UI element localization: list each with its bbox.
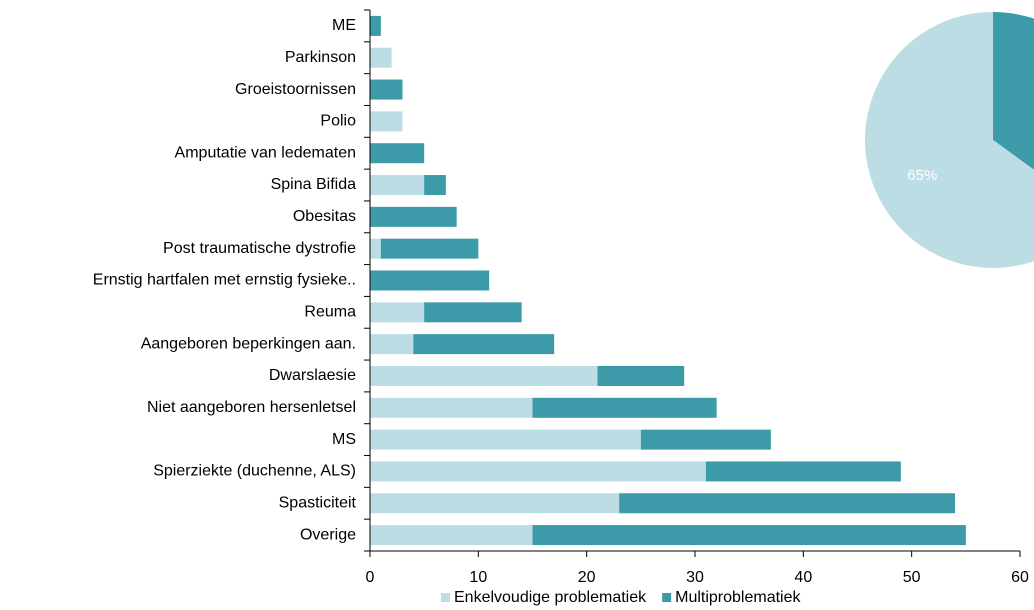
- bar: [370, 493, 620, 514]
- bar: [370, 175, 425, 196]
- bar: [532, 525, 966, 546]
- y-tick-label: Spierziekte (duchenne, ALS): [153, 463, 356, 480]
- bar: [370, 270, 490, 291]
- legend-swatch: [662, 593, 672, 602]
- y-tick-label: Spina Bifida: [271, 176, 356, 193]
- bar: [370, 461, 706, 482]
- y-tick-label: Amputatie van ledematen: [175, 144, 356, 161]
- bar: [424, 175, 446, 196]
- legend-swatch: [441, 593, 450, 602]
- pie-label: 65%: [907, 167, 937, 184]
- bar: [705, 461, 901, 482]
- bar: [370, 111, 403, 132]
- y-tick-label: Reuma: [304, 304, 356, 321]
- bar: [370, 397, 533, 418]
- y-tick-label: Niet aangeboren hersenletsel: [147, 399, 356, 416]
- legend-label: Multiproblematiek: [675, 589, 801, 606]
- bar: [370, 47, 392, 68]
- y-tick-label: MS: [332, 431, 356, 448]
- y-tick-label: Spasticiteit: [279, 494, 357, 511]
- y-tick-label: Post traumatische dystrofie: [163, 240, 356, 257]
- y-tick-label: Ernstig hartfalen met ernstig fysieke..: [93, 272, 356, 289]
- bar: [370, 15, 381, 36]
- bar: [413, 334, 555, 355]
- legend-label: Enkelvoudige problematiek: [454, 589, 647, 606]
- y-tick-label: Parkinson: [285, 49, 356, 66]
- x-tick-label: 20: [578, 569, 596, 586]
- y-tick-label: Aangeboren beperkingen aan.: [141, 335, 356, 352]
- bar: [370, 429, 641, 450]
- bar: [380, 238, 479, 259]
- pie-slice: [993, 12, 1034, 170]
- pie-slice: [865, 12, 1034, 268]
- bar: [370, 302, 425, 323]
- bar: [640, 429, 771, 450]
- x-tick-label: 0: [366, 569, 375, 586]
- bar: [370, 79, 403, 100]
- y-tick-label: Overige: [300, 526, 356, 543]
- bar: [532, 397, 717, 418]
- bar: [370, 334, 414, 355]
- bar: [370, 365, 598, 386]
- y-tick-label: Polio: [320, 113, 356, 130]
- y-tick-label: Groeistoornissen: [235, 81, 356, 98]
- x-tick-label: 10: [469, 569, 487, 586]
- bar: [370, 238, 381, 259]
- y-tick-label: Dwarslaesie: [269, 367, 356, 384]
- bar: [619, 493, 955, 514]
- bar: [597, 365, 685, 386]
- x-tick-label: 40: [794, 569, 812, 586]
- x-tick-label: 60: [1011, 569, 1029, 586]
- y-tick-label: Obesitas: [293, 208, 356, 225]
- bar: [370, 143, 425, 164]
- x-tick-label: 50: [903, 569, 921, 586]
- y-tick-label: ME: [332, 17, 356, 34]
- bar: [370, 525, 533, 546]
- x-tick-label: 30: [686, 569, 704, 586]
- bar: [424, 302, 522, 323]
- bar: [370, 206, 457, 227]
